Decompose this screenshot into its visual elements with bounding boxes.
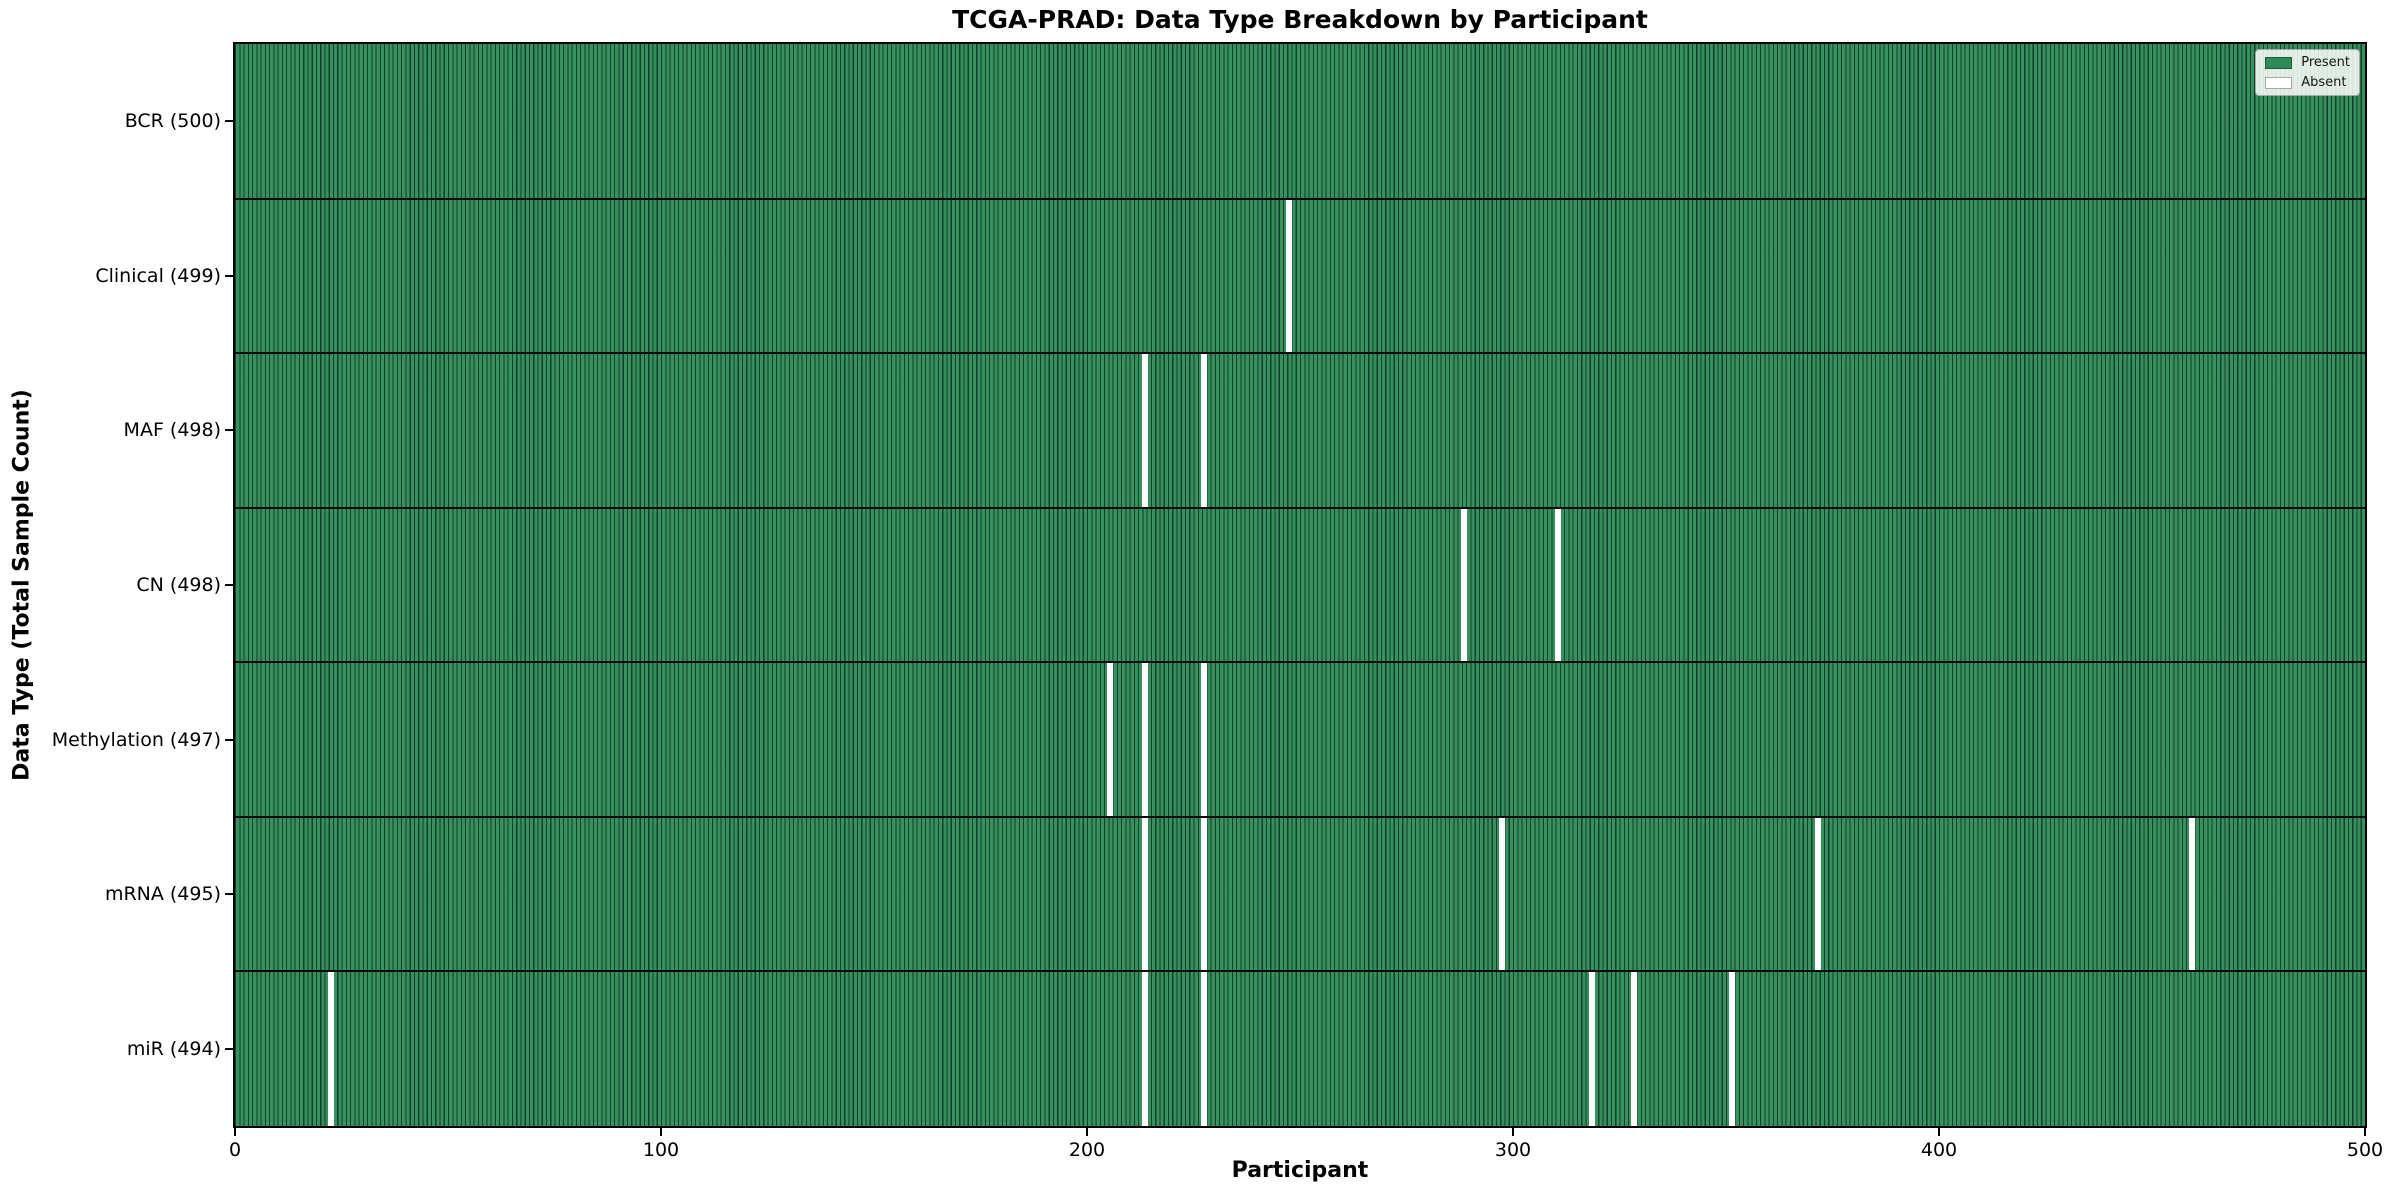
heatmap-row-BCR	[235, 44, 2365, 199]
absent-gap-mRNA-213	[1141, 816, 1148, 972]
x-tick-mark	[2364, 1128, 2366, 1136]
x-tick-mark	[1086, 1128, 1088, 1136]
x-tick-mark	[234, 1128, 236, 1136]
heatmap-row-Methylation	[235, 662, 2365, 817]
absent-gap-miR-328	[1631, 971, 1638, 1127]
legend-swatch-present	[2265, 56, 2293, 69]
x-tick-label-500: 500	[2346, 1139, 2384, 1161]
chart-title: TCGA-PRAD: Data Type Breakdown by Partic…	[952, 5, 1648, 34]
legend-item-absent: Absent	[2265, 75, 2350, 90]
y-tick-label-mRNA: mRNA (495)	[104, 883, 221, 906]
row-divider	[235, 197, 2365, 200]
y-tick-label-MAF: MAF (498)	[123, 419, 221, 442]
row-divider	[235, 352, 2365, 355]
legend-item-present: Present	[2265, 55, 2350, 70]
row-divider	[235, 815, 2365, 818]
y-tick-label-Clinical: Clinical (499)	[95, 264, 221, 287]
absent-gap-MAF-213	[1141, 353, 1148, 508]
absent-gap-miR-22	[327, 971, 334, 1127]
heatmap-rows	[235, 44, 2365, 1127]
x-tick-mark	[1938, 1128, 1940, 1136]
absent-gap-mRNA-227	[1201, 816, 1208, 972]
y-tick-mark	[225, 893, 233, 896]
legend-label: Absent	[2301, 75, 2347, 90]
x-tick-label-200: 200	[1068, 1139, 1106, 1161]
heatmap-row-miR	[235, 971, 2365, 1127]
y-tick-label-CN: CN (498)	[136, 574, 221, 596]
plot-area: Present Absent	[233, 42, 2367, 1128]
absent-gap-miR-213	[1141, 971, 1148, 1127]
x-tick-mark	[660, 1128, 662, 1136]
x-tick-label-400: 400	[1920, 1139, 1958, 1161]
row-divider	[235, 661, 2365, 664]
absent-gap-mRNA-297	[1499, 816, 1506, 972]
x-tick-label-300: 300	[1494, 1139, 1532, 1161]
absent-gap-miR-318	[1588, 971, 1595, 1127]
absent-gap-mRNA-371	[1814, 816, 1821, 972]
absent-gap-MAF-227	[1201, 353, 1208, 508]
row-divider	[235, 506, 2365, 509]
legend-label: Present	[2301, 55, 2350, 70]
y-tick-label-BCR: BCR (500)	[124, 110, 221, 133]
y-tick-mark	[225, 429, 233, 432]
absent-gap-Methylation-227	[1201, 662, 1208, 817]
absent-gap-CN-288	[1461, 507, 1467, 663]
x-tick-label-0: 0	[228, 1139, 242, 1161]
y-tick-mark	[225, 738, 233, 741]
legend: Present Absent	[2255, 49, 2360, 96]
heatmap-row-mRNA	[235, 816, 2365, 972]
row-divider	[235, 970, 2365, 973]
heatmap-row-Clinical	[235, 198, 2365, 354]
y-tick-label-Methylation: Methylation (497)	[51, 728, 221, 751]
x-tick-mark	[1512, 1128, 1514, 1136]
absent-gap-Methylation-213	[1141, 662, 1148, 817]
y-tick-mark	[225, 1047, 233, 1050]
y-tick-mark	[225, 584, 233, 586]
y-tick-mark	[225, 274, 233, 277]
y-tick-label-miR: miR (494)	[126, 1037, 221, 1060]
absent-gap-miR-227	[1201, 971, 1208, 1127]
x-tick-label-100: 100	[642, 1139, 680, 1161]
absent-gap-Clinical-247	[1286, 198, 1293, 354]
absent-gap-CN-310	[1554, 507, 1561, 663]
heatmap-row-MAF	[235, 353, 2365, 508]
absent-gap-mRNA-459	[2189, 816, 2196, 972]
absent-gap-Methylation-205	[1107, 662, 1114, 817]
heatmap-row-CN	[235, 507, 2365, 663]
y-tick-mark	[225, 120, 233, 123]
absent-gap-miR-351	[1729, 971, 1736, 1127]
legend-swatch-absent	[2265, 76, 2293, 89]
x-axis-label: Participant	[1231, 1158, 1369, 1183]
